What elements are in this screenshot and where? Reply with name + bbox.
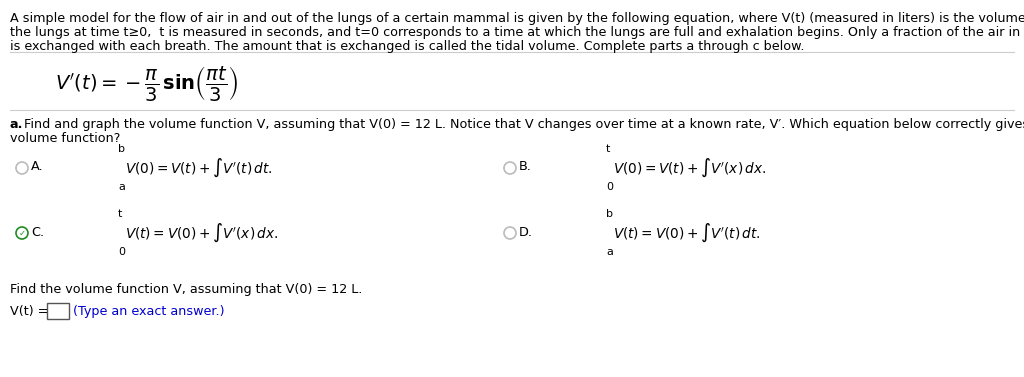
Text: B.: B. bbox=[519, 161, 531, 173]
Text: $V(t) = V(0) + \int V'(t)\,dt.$: $V(t) = V(0) + \int V'(t)\,dt.$ bbox=[613, 222, 761, 244]
Text: $V(t) = V(0) + \int V'(x)\,dx.$: $V(t) = V(0) + \int V'(x)\,dx.$ bbox=[125, 222, 279, 244]
Text: 0: 0 bbox=[606, 182, 613, 192]
Text: t: t bbox=[118, 209, 123, 219]
Text: a: a bbox=[606, 247, 613, 257]
Text: D.: D. bbox=[519, 225, 534, 239]
Text: ✓: ✓ bbox=[18, 228, 26, 238]
Text: t: t bbox=[606, 144, 610, 154]
Text: A.: A. bbox=[31, 161, 44, 173]
Text: Find and graph the volume function V, assuming that V(0) = 12 L. Notice that V c: Find and graph the volume function V, as… bbox=[20, 118, 1024, 131]
Text: V(t) =: V(t) = bbox=[10, 305, 52, 318]
Text: is exchanged with each breath. The amount that is exchanged is called the tidal : is exchanged with each breath. The amoun… bbox=[10, 40, 805, 53]
Text: C.: C. bbox=[31, 225, 44, 239]
Text: $V(0) = V(t) + \int V'(x)\,dx.$: $V(0) = V(t) + \int V'(x)\,dx.$ bbox=[613, 157, 766, 179]
Text: volume function?: volume function? bbox=[10, 132, 121, 145]
Bar bbox=[47, 303, 69, 319]
Text: Find the volume function V, assuming that V(0) = 12 L.: Find the volume function V, assuming tha… bbox=[10, 283, 362, 296]
Text: the lungs at time t≥0,  t is measured in seconds, and t=0 corresponds to a time : the lungs at time t≥0, t is measured in … bbox=[10, 26, 1024, 39]
Text: A simple model for the flow of air in and out of the lungs of a certain mammal i: A simple model for the flow of air in an… bbox=[10, 12, 1024, 25]
Text: b: b bbox=[118, 144, 125, 154]
Text: b: b bbox=[606, 209, 613, 219]
Text: $V'(t) = -\dfrac{\pi}{3}\,\mathbf{sin}\left(\dfrac{\pi t}{3}\right)$: $V'(t) = -\dfrac{\pi}{3}\,\mathbf{sin}\l… bbox=[55, 64, 239, 103]
Text: a: a bbox=[118, 182, 125, 192]
Text: a.: a. bbox=[10, 118, 24, 131]
Text: $V(0) = V(t) + \int V'(t)\,dt.$: $V(0) = V(t) + \int V'(t)\,dt.$ bbox=[125, 157, 272, 179]
Text: 0: 0 bbox=[118, 247, 125, 257]
Text: (Type an exact answer.): (Type an exact answer.) bbox=[73, 305, 224, 318]
